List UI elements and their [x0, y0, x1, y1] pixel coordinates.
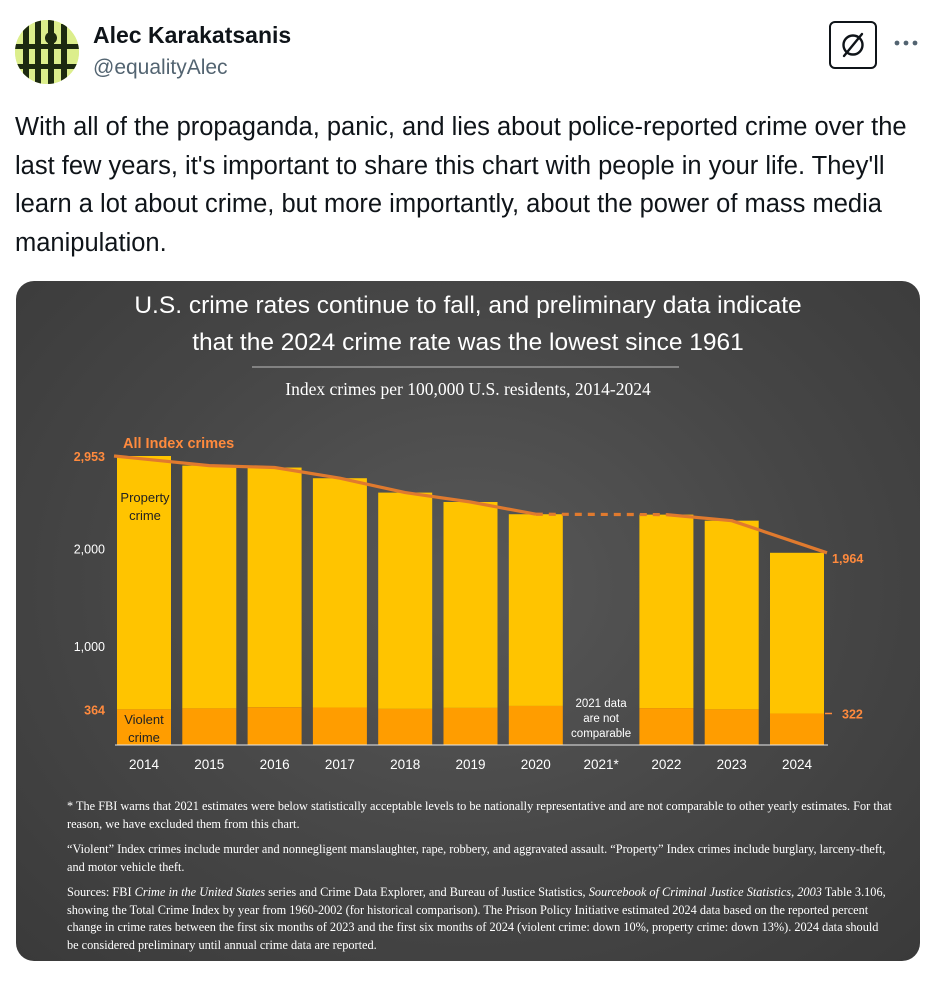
violent-bar-2018 [378, 708, 433, 745]
all-index-label: All Index crimes [123, 436, 234, 452]
violent-label-line-2: crime [128, 730, 160, 745]
footnote-definitions: “Violent” Index crimes include murder an… [67, 842, 886, 874]
author-handle[interactable]: @equalityAlec [93, 56, 228, 79]
all-index-line-2014-2020 [113, 454, 537, 516]
property-label-line-1: Property [120, 490, 170, 505]
x-tick-label-2017: 2017 [325, 757, 355, 772]
gap-note-line-2: are not [583, 713, 620, 725]
grok-icon [842, 32, 864, 58]
author-name[interactable]: Alec Karakatsanis [93, 22, 292, 48]
violent-bar-2020 [508, 705, 563, 745]
footnote-2021: * The FBI warns that 2021 estimates were… [67, 799, 892, 831]
avatar[interactable] [15, 20, 79, 84]
violent-bar-2016 [247, 707, 302, 745]
property-bar-2017 [312, 478, 367, 708]
crime-rate-chart: U.S. crime rates continue to fall, and p… [74, 292, 864, 772]
property-bar-2022 [639, 514, 694, 709]
y-tick-label-2000: 2,000 [74, 542, 105, 556]
gap-note-line-3: comparable [571, 728, 631, 740]
avatar-image [15, 20, 79, 84]
x-tick-label-2020: 2020 [521, 757, 551, 772]
x-tick-label-2016: 2016 [260, 757, 290, 772]
footnote-sources: Sources: FBI Crime in the United States … [67, 884, 892, 954]
sources-text-b: series and Crime Data Explorer, and Bure… [265, 885, 589, 899]
y-tick-label-1000: 1,000 [74, 640, 105, 654]
x-tick-label-2015: 2015 [194, 757, 224, 772]
chart-title-line-2: that the 2024 crime rate was the lowest … [192, 329, 744, 356]
sources-text-a: Sources: FBI [67, 885, 135, 899]
gap-note-line-1: 2021 data [576, 698, 628, 710]
x-tick-label-2024: 2024 [782, 757, 813, 772]
property-bar-2024 [770, 552, 824, 714]
violent-bar-2015 [182, 708, 237, 745]
violent-bar-2022 [639, 708, 694, 745]
violent-bar-2023 [704, 709, 759, 745]
tweet-image[interactable]: U.S. crime rates continue to fall, and p… [16, 281, 920, 961]
sources-title-a: Crime in the United States [134, 885, 266, 899]
end-violent-label: 322 [842, 707, 863, 721]
chart-footnotes: * The FBI warns that 2021 estimates were… [67, 798, 892, 961]
x-tick-label-2018: 2018 [390, 757, 420, 772]
more-options-icon [894, 40, 918, 46]
property-bar-2015 [182, 465, 237, 709]
all-index-line-2022-2024 [666, 513, 828, 555]
violent-label-line-1: Violent [124, 712, 164, 727]
chart-title-line-1: U.S. crime rates continue to fall, and p… [134, 292, 801, 319]
property-bar-2018 [378, 492, 433, 709]
chart-subtitle: Index crimes per 100,000 U.S. residents,… [285, 379, 651, 399]
property-bar-2020 [508, 514, 563, 706]
violent-bar-2024 [770, 713, 824, 745]
violent-bar-2014 [117, 709, 171, 745]
end-total-label: 1,964 [832, 552, 863, 566]
violent-bar-2017 [312, 707, 367, 745]
start-violent-label: 364 [84, 703, 105, 717]
start-total-label: 2,953 [74, 450, 105, 464]
x-tick-label-2019: 2019 [455, 757, 485, 772]
x-tick-label-2021*: 2021* [583, 757, 619, 772]
property-bar-2019 [443, 501, 498, 708]
more-options-button[interactable] [889, 26, 923, 60]
x-tick-label-2023: 2023 [717, 757, 747, 772]
sources-text-c: Table 3.106, showing the Total Crime Ind… [67, 885, 886, 952]
property-bar-2023 [704, 520, 759, 710]
tweet-text: With all of the propaganda, panic, and l… [15, 113, 907, 257]
sources-title-b: Sourcebook of Criminal Justice Statistic… [588, 885, 822, 899]
x-tick-label-2022: 2022 [651, 757, 681, 772]
property-label-line-2: crime [129, 508, 161, 523]
violent-bar-2019 [443, 707, 498, 745]
property-bar-2016 [247, 467, 302, 708]
x-tick-label-2014: 2014 [129, 757, 160, 772]
grok-button[interactable] [829, 21, 877, 69]
property-bar-2014 [117, 456, 171, 710]
